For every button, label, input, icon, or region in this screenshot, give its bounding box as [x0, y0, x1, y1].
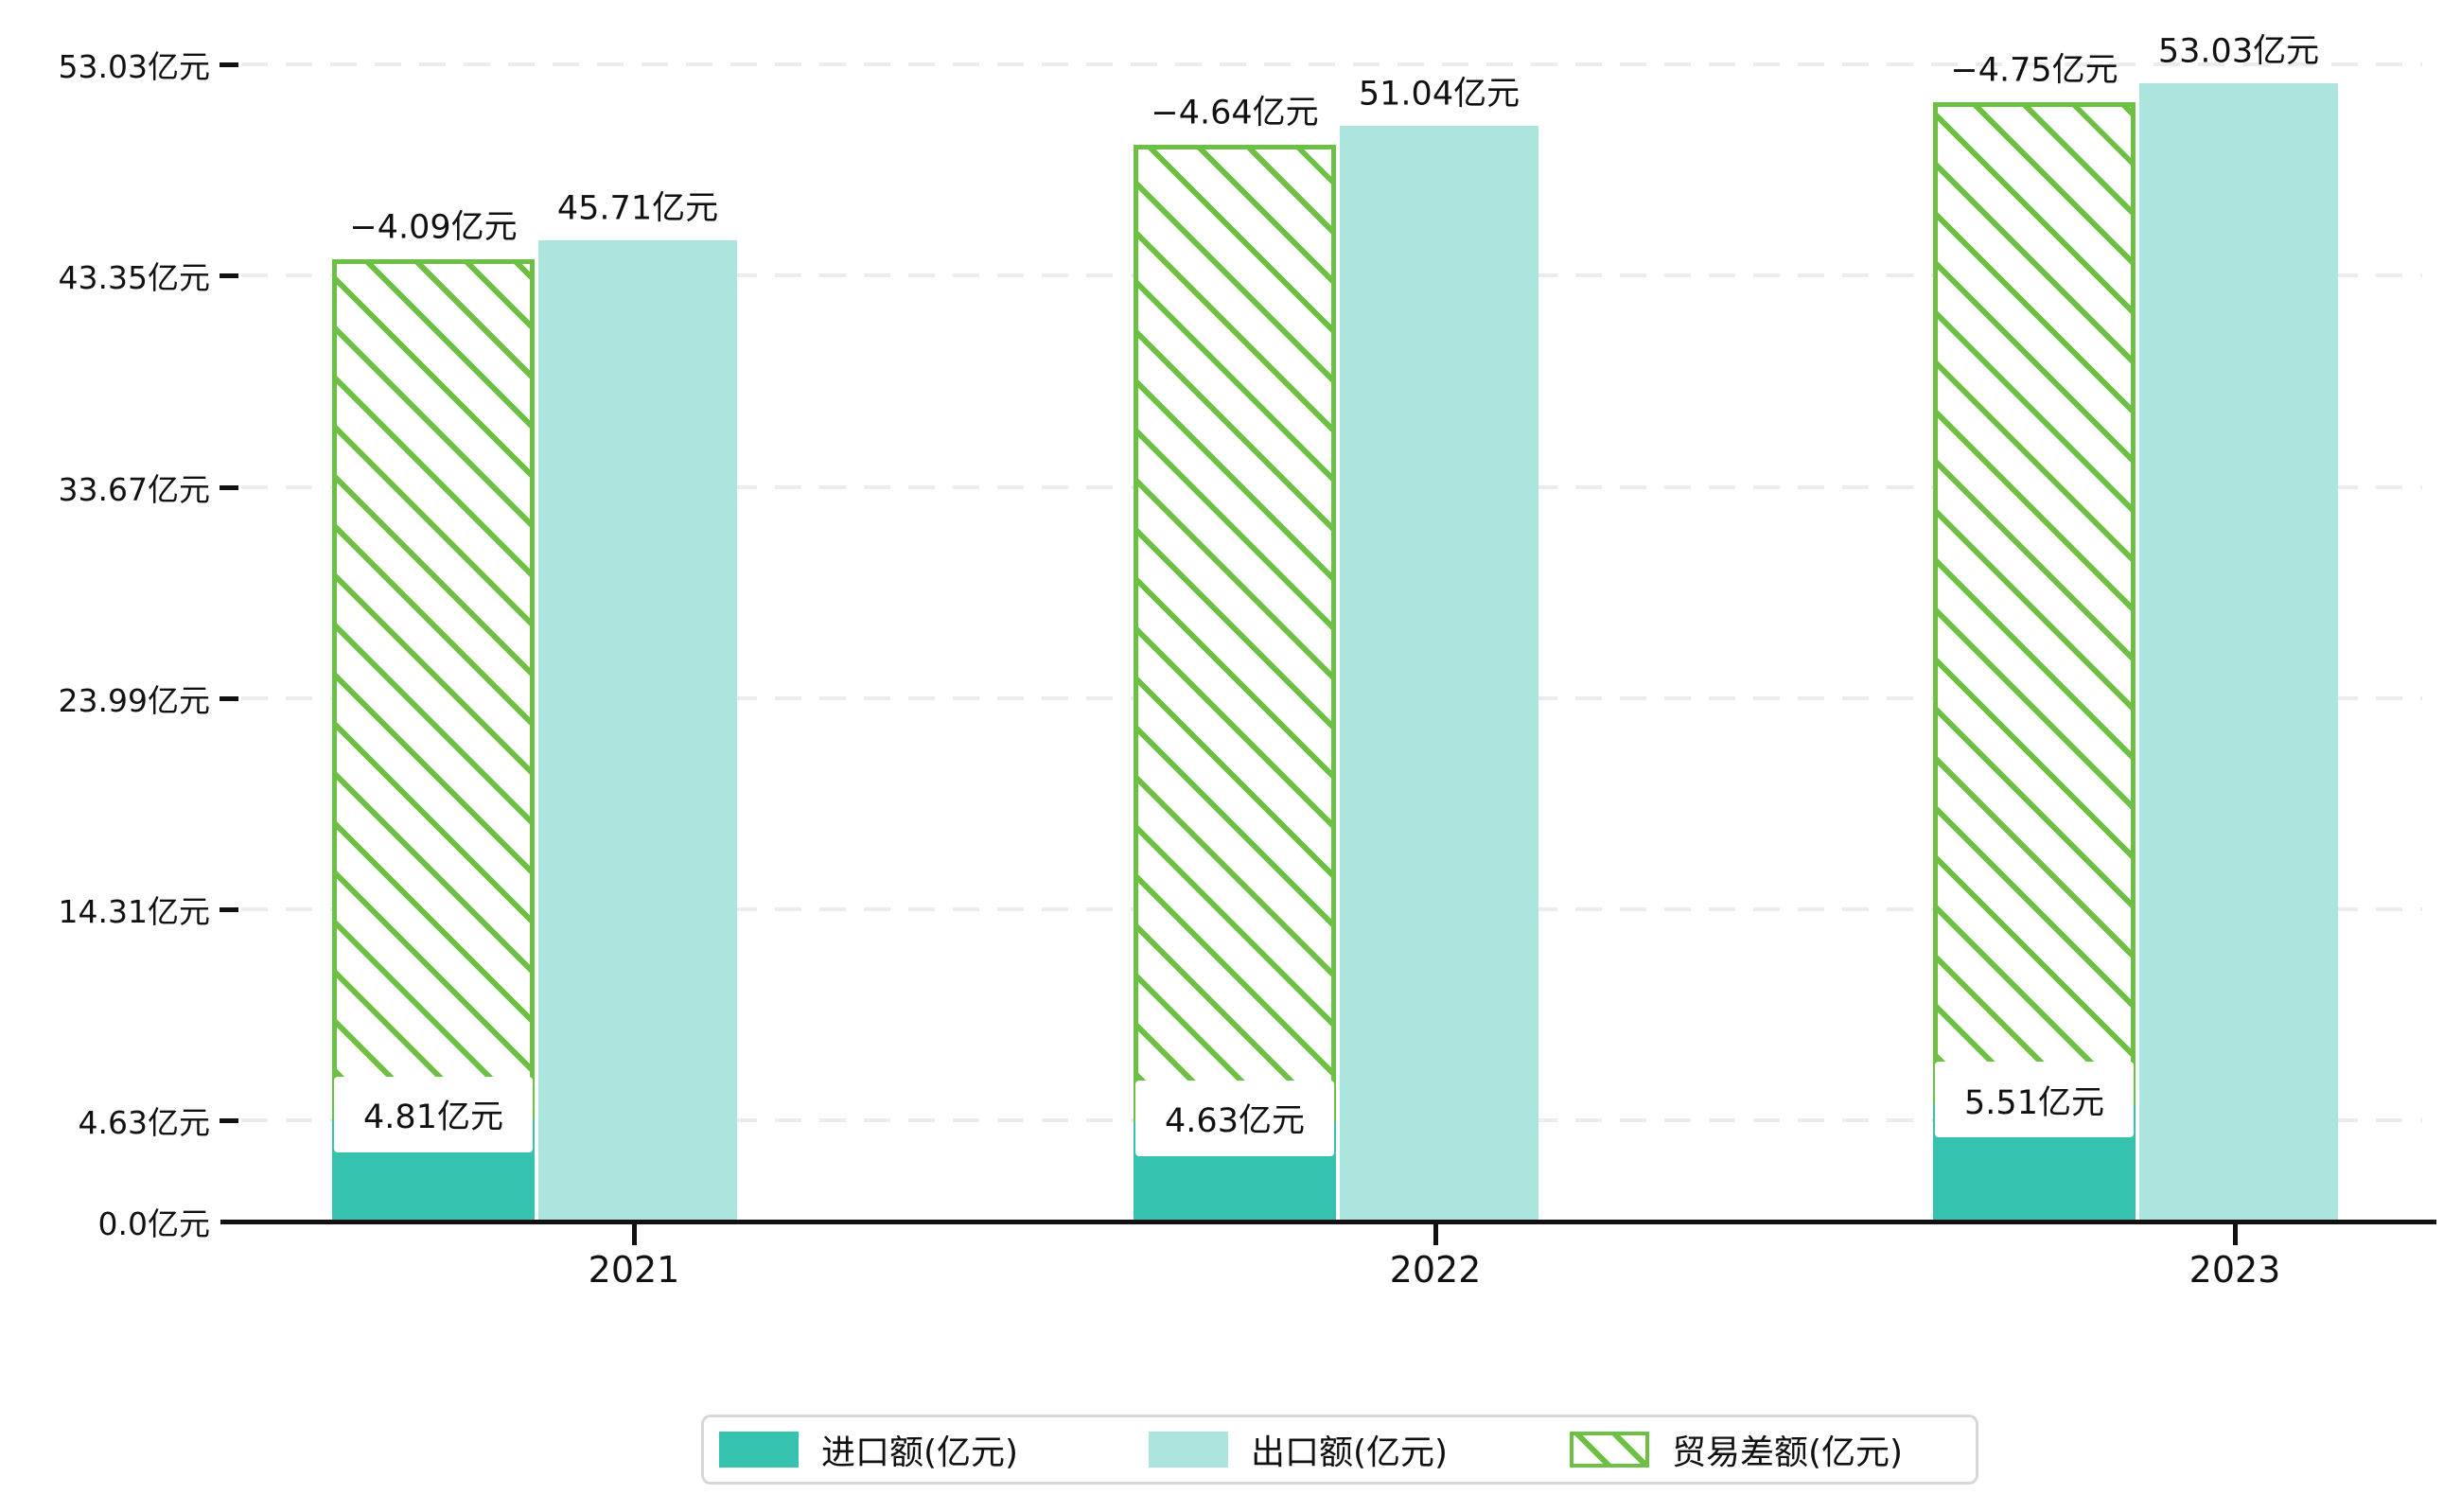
y-tick-mark — [220, 484, 238, 490]
trade-balance-value-label: −4.09亿元 — [349, 208, 518, 247]
export-value-label: 45.71亿元 — [556, 189, 719, 228]
legend-label-trade-balance: 贸易差额(亿元) — [1672, 1433, 1904, 1472]
import-value-label: 4.81亿元 — [334, 1076, 533, 1152]
y-axis-label: 43.35亿元 — [58, 259, 210, 297]
trade-balance-bar-2023[interactable] — [1933, 102, 2136, 1104]
trade-balance-hatch-swatch-icon — [1570, 1432, 1649, 1468]
legend-item-trade-balance[interactable]: 贸易差额(亿元) — [1570, 1417, 1903, 1482]
y-tick-mark — [220, 273, 238, 279]
y-axis-label: 4.63亿元 — [78, 1104, 210, 1142]
export-value-label: 51.04亿元 — [1358, 75, 1521, 114]
import-value-label: 5.51亿元 — [1935, 1062, 2134, 1138]
export-bar-2021[interactable] — [538, 240, 737, 1223]
import-value-label: 4.63亿元 — [1135, 1080, 1334, 1156]
x-axis-label: 2023 — [2189, 1249, 2281, 1291]
y-tick-mark — [220, 1118, 238, 1124]
export-bar-2022[interactable] — [1340, 126, 1538, 1223]
y-tick-mark — [220, 907, 238, 912]
legend: 进口额(亿元) 出口额(亿元) 贸易差额(亿元) — [701, 1415, 1978, 1485]
trade-balance-bar-2022[interactable] — [1134, 145, 1336, 1122]
x-tick-mark — [1433, 1222, 1438, 1245]
trade-balance-value-label: −4.75亿元 — [1950, 51, 2118, 90]
trade-balance-value-label: −4.64亿元 — [1151, 94, 1319, 132]
gridline — [241, 62, 2422, 67]
y-axis-label: 23.99亿元 — [58, 681, 210, 719]
x-axis-label: 2022 — [1389, 1249, 1482, 1291]
y-axis-label: 53.03亿元 — [58, 48, 210, 86]
y-tick-mark — [220, 62, 238, 68]
export-bar-2023[interactable] — [2139, 83, 2338, 1223]
x-axis-line — [220, 1220, 2436, 1224]
x-axis-label: 2021 — [588, 1249, 680, 1291]
export-value-label: 53.03亿元 — [2157, 32, 2320, 71]
y-tick-mark — [220, 695, 238, 701]
legend-label-export: 出口额(亿元) — [1251, 1433, 1449, 1472]
import-swatch-icon — [719, 1432, 799, 1468]
y-axis-label: 14.31亿元 — [58, 893, 210, 930]
legend-label-import: 进口额(亿元) — [821, 1433, 1019, 1472]
legend-item-export[interactable]: 出口额(亿元) — [1149, 1417, 1448, 1482]
y-axis-label: 33.67亿元 — [58, 470, 210, 508]
trade-balance-bar-2021[interactable] — [332, 259, 535, 1118]
x-tick-mark — [632, 1222, 637, 1245]
y-axis-label: 0.0亿元 — [97, 1205, 210, 1242]
x-tick-mark — [2233, 1222, 2238, 1245]
legend-item-import[interactable]: 进口额(亿元) — [719, 1417, 1018, 1482]
export-swatch-icon — [1149, 1432, 1228, 1468]
